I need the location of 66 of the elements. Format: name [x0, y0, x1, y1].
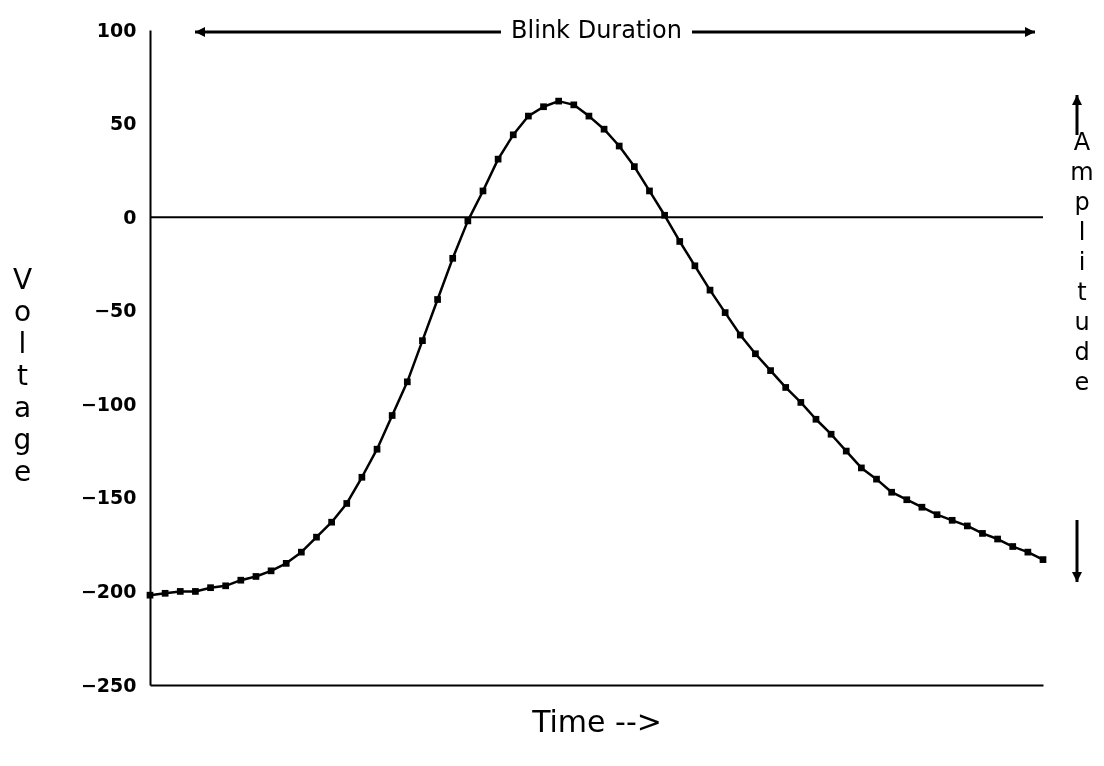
- point: [600, 125, 608, 133]
- point: [842, 447, 850, 455]
- point: [767, 367, 774, 374]
- point: [691, 262, 699, 270]
- point: [373, 445, 381, 453]
- point: [449, 254, 457, 262]
- point: [222, 582, 230, 590]
- point: [903, 496, 911, 504]
- point: [615, 142, 623, 150]
- y-tick-label: −100: [80, 392, 137, 415]
- point: [328, 518, 335, 526]
- point: [388, 412, 396, 419]
- x-axis-title: Time -->: [531, 703, 662, 739]
- point: [555, 97, 563, 105]
- point: [570, 101, 578, 109]
- point: [918, 503, 926, 511]
- point: [933, 511, 941, 519]
- point: [752, 350, 759, 358]
- point: [630, 163, 638, 170]
- y-tick-label: 50: [110, 112, 137, 135]
- point: [282, 560, 290, 567]
- point: [252, 573, 260, 580]
- point: [721, 309, 729, 316]
- point: [237, 576, 245, 584]
- annotation: Blink Duration: [501, 16, 692, 44]
- point: [358, 473, 366, 481]
- point: [525, 112, 532, 120]
- point: [146, 591, 154, 599]
- point: [963, 522, 971, 530]
- point: [827, 430, 835, 438]
- point: [161, 589, 169, 597]
- point: [343, 500, 351, 507]
- point: [736, 331, 744, 339]
- point: [298, 548, 305, 556]
- y-tick-label: −50: [94, 299, 137, 322]
- point: [267, 567, 275, 575]
- point: [948, 516, 956, 524]
- point: [176, 588, 184, 595]
- point: [540, 103, 547, 111]
- point: [192, 588, 199, 595]
- point: [888, 488, 895, 496]
- point: [313, 533, 320, 541]
- point: [207, 584, 214, 592]
- point: [994, 535, 1001, 543]
- point: [419, 337, 426, 345]
- point: [858, 464, 865, 472]
- point: [1009, 543, 1017, 550]
- y-tick-label: 100: [96, 18, 137, 41]
- point: [676, 238, 684, 245]
- y-axis-title: Voltage: [12, 262, 33, 488]
- point: [979, 530, 986, 537]
- point: [782, 384, 790, 391]
- point: [434, 296, 441, 303]
- y-tick-label: −200: [80, 579, 137, 602]
- text: Amplitude: [1068, 128, 1096, 398]
- point: [509, 131, 517, 139]
- point: [646, 187, 653, 195]
- point: [1039, 556, 1047, 563]
- point: [873, 475, 880, 483]
- point: [797, 399, 805, 406]
- point: [403, 378, 411, 386]
- point: [464, 217, 472, 225]
- y-tick-label: −150: [80, 486, 137, 509]
- y-tick-label: 0: [123, 205, 137, 228]
- y-tick-label: −250: [80, 673, 137, 696]
- point: [812, 415, 820, 423]
